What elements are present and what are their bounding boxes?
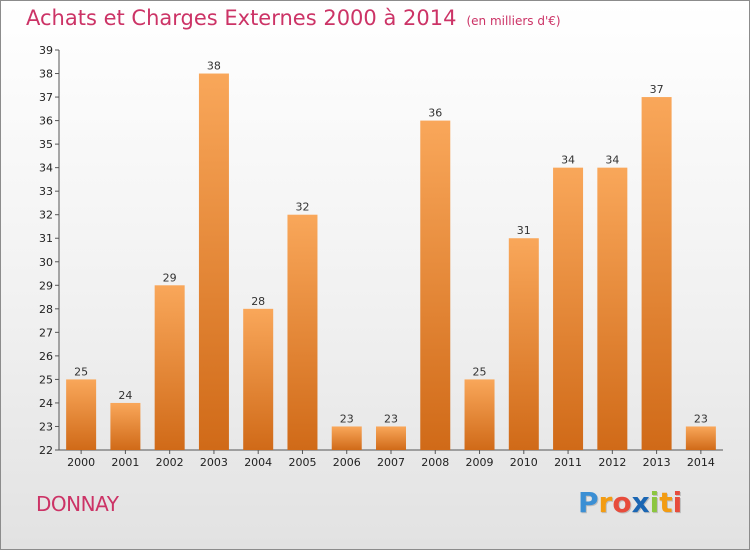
logo-letter: P [578, 486, 599, 519]
y-tick-label: 22 [39, 444, 53, 457]
x-tick-label: 2014 [687, 456, 715, 469]
logo-letter: t [659, 486, 673, 519]
logo-letter: o [612, 486, 632, 519]
bar [154, 285, 185, 450]
bar-value-label: 37 [650, 83, 664, 96]
logo-letter: r [598, 486, 613, 519]
plot-area: 22 23 24 25 26 27 28 29 30 31 32 33 34 35 36 37 38 39 25 20… [39, 44, 723, 469]
bar [420, 120, 451, 451]
bar-value-label: 25 [473, 365, 487, 378]
bar [110, 402, 141, 450]
bar-value-label: 31 [517, 224, 531, 237]
x-tick-label: 2004 [244, 456, 272, 469]
bar-value-label: 23 [340, 412, 354, 425]
x-tick-label: 2005 [288, 456, 316, 469]
bar-value-label: 36 [428, 107, 442, 120]
bar-value-label: 28 [251, 295, 265, 308]
x-tick-label: 2011 [554, 456, 582, 469]
y-tick-label: 36 [39, 115, 53, 128]
bar [243, 308, 274, 450]
y-tick-label: 25 [39, 373, 53, 386]
y-tick-label: 32 [39, 209, 53, 222]
bar-value-label: 23 [694, 412, 708, 425]
proxiti-logo: Proxiti [578, 486, 682, 519]
bar [376, 426, 406, 450]
bar-value-label: 34 [561, 154, 575, 167]
y-tick-label: 23 [39, 420, 53, 433]
y-tick-label: 28 [39, 303, 53, 316]
y-tick-label: 38 [39, 68, 53, 81]
bar [597, 167, 628, 450]
logo-letter: i [649, 486, 660, 519]
y-tick-label: 35 [39, 138, 53, 151]
x-tick-label: 2012 [598, 456, 626, 469]
bar [641, 97, 672, 450]
chart-title: Achats et Charges Externes 2000 à 2014 (e… [26, 6, 561, 30]
x-tick-label: 2006 [333, 456, 361, 469]
y-tick-label: 37 [39, 91, 53, 104]
bar [198, 73, 229, 450]
x-tick-label: 2013 [643, 456, 671, 469]
x-tick-label: 2010 [510, 456, 538, 469]
y-tick-label: 26 [39, 350, 53, 363]
chart-unit-label: (en milliers d'€) [466, 14, 561, 28]
y-tick-label: 34 [39, 162, 53, 175]
y-tick-label: 24 [39, 397, 53, 410]
bar-value-label: 29 [163, 271, 177, 284]
chart-title-text: Achats et Charges Externes 2000 à 2014 [26, 6, 457, 30]
bar [287, 214, 318, 450]
bar [66, 379, 97, 450]
x-tick-label: 2000 [67, 456, 95, 469]
y-tick-label: 39 [39, 44, 53, 57]
y-tick-label: 29 [39, 279, 53, 292]
commune-name: DONNAY [36, 492, 119, 516]
x-tick-label: 2002 [156, 456, 184, 469]
bar [685, 426, 716, 450]
x-tick-label: 2008 [421, 456, 449, 469]
y-tick-label: 30 [39, 256, 53, 269]
x-tick-label: 2009 [466, 456, 494, 469]
x-tick-label: 2003 [200, 456, 228, 469]
bar [331, 426, 362, 450]
y-tick-label: 31 [39, 232, 53, 245]
bar-value-label: 25 [74, 365, 88, 378]
y-tick-label: 33 [39, 185, 53, 198]
bar-value-label: 23 [384, 412, 398, 425]
bar [553, 167, 584, 450]
x-tick-label: 2007 [377, 456, 405, 469]
y-tick-label: 27 [39, 326, 53, 339]
bar-value-label: 32 [295, 201, 309, 214]
bar-value-label: 34 [605, 154, 619, 167]
bar-value-label: 24 [118, 389, 132, 402]
bar [508, 238, 539, 450]
logo-letter: i [672, 486, 683, 519]
bar [464, 379, 495, 450]
x-tick-label: 2001 [111, 456, 139, 469]
bar-value-label: 38 [207, 60, 221, 73]
logo-letter: x [631, 486, 650, 519]
